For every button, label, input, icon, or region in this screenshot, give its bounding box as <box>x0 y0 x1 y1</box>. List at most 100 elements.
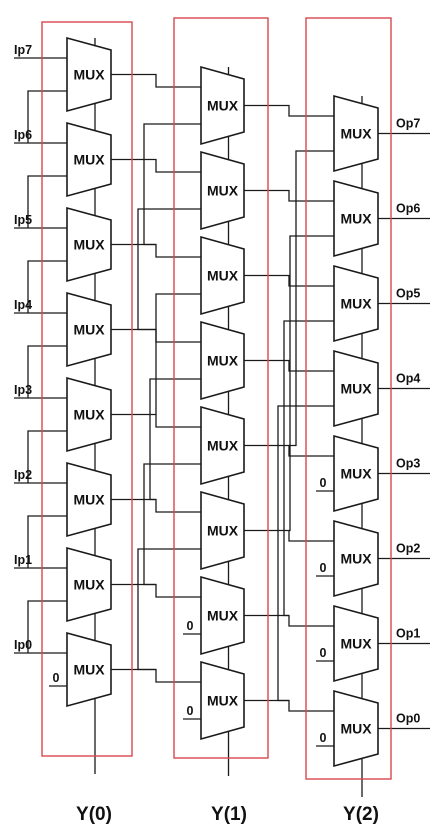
zero-label-s1-1: 0 <box>187 619 194 633</box>
mux-s1-0 <box>200 660 245 741</box>
mux-s1-3 <box>200 405 245 486</box>
label-layer: 0 0 0 0 0 0 0 MUX MUX MUX MUX MUX MUX MUX MUX MUX MUX MUX… <box>14 43 420 825</box>
mux-s2-7 <box>333 94 379 173</box>
link-s1-s2-direct-5 <box>244 274 334 287</box>
link-s0-s1-direct-6 <box>111 158 201 173</box>
link-s1-s2-direct-2 <box>244 529 334 542</box>
zero-label-s2-2: 0 <box>320 561 327 575</box>
mux-label-s2-0: MUX <box>340 721 372 737</box>
mux-label-s2-6: MUX <box>340 211 372 227</box>
input-label-2: Ip2 <box>14 468 32 482</box>
zero-label-s1-0: 0 <box>187 704 194 718</box>
mux-label-s2-7: MUX <box>340 126 372 142</box>
mux-label-s0-6: MUX <box>73 152 105 168</box>
mux-label-s1-4: MUX <box>207 353 239 369</box>
zero-label-s2-1: 0 <box>320 646 327 660</box>
mux-s0-7 <box>66 36 112 113</box>
link-s0-s1-direct-7 <box>111 73 201 88</box>
mux-s0-1 <box>66 546 112 623</box>
mux-label-s1-5: MUX <box>207 268 239 284</box>
mux-s2-6 <box>333 179 379 258</box>
link-s1-s2-direct-4 <box>244 359 334 372</box>
output-label-4: Op4 <box>396 372 420 386</box>
select-label-2: Y(2) <box>343 804 379 825</box>
link-s0-s1-direct-5 <box>111 243 201 258</box>
mux-s1-1 <box>200 575 245 656</box>
input-label-6: Ip6 <box>14 128 32 142</box>
mux-s1-5 <box>200 235 245 316</box>
zero-label-s2-3: 0 <box>320 476 327 490</box>
shift-wire-s0-2 <box>27 515 67 568</box>
mux-layer <box>66 36 379 768</box>
mux-s2-0 <box>333 689 379 768</box>
stage-box-layer <box>41 17 392 780</box>
shift-wire-s0-6 <box>27 175 67 228</box>
mux-label-s0-2: MUX <box>73 492 105 508</box>
link-s0-s1-shift-3 <box>155 293 201 415</box>
mux-s1-4 <box>200 320 245 401</box>
stage-2-box <box>305 17 392 780</box>
input-label-4: Ip4 <box>14 298 32 312</box>
output-label-2: Op2 <box>396 542 420 556</box>
zero-label-s2-0: 0 <box>320 731 327 745</box>
link-s1-s2-direct-3 <box>244 444 334 457</box>
mux-s2-1 <box>333 604 379 683</box>
select-label-1: Y(1) <box>211 804 247 825</box>
mux-s0-6 <box>66 121 112 198</box>
link-s0-s1-direct-2 <box>111 498 201 513</box>
input-label-5: Ip5 <box>14 213 32 227</box>
mux-label-s2-1: MUX <box>340 636 372 652</box>
select-label-0: Y(0) <box>76 804 112 825</box>
mux-label-s1-6: MUX <box>207 183 239 199</box>
zero-label-s0-0: 0 <box>53 671 60 685</box>
link-s0-s1-shift-0 <box>137 548 201 671</box>
mux-s2-5 <box>333 264 379 343</box>
output-label-3: Op3 <box>396 457 420 471</box>
link-s0-s1-shift-5 <box>143 123 201 246</box>
mux-label-s0-5: MUX <box>73 237 105 253</box>
link-s0-s1-shift-1 <box>143 463 201 586</box>
input-label-1: Ip1 <box>14 553 32 567</box>
mux-label-s2-5: MUX <box>340 296 372 312</box>
input-label-7: Ip7 <box>14 43 32 57</box>
link-s1-s2-direct-6 <box>244 189 334 202</box>
mux-s0-3 <box>66 376 112 453</box>
link-s1-s2-shift-3 <box>289 150 334 447</box>
input-label-3: Ip3 <box>14 383 32 397</box>
output-label-5: Op5 <box>396 287 420 301</box>
shift-wire-s0-3 <box>27 430 67 483</box>
link-s0-s1-shift-4 <box>137 208 201 331</box>
link-s0-s1-direct-3 <box>111 413 201 428</box>
mux-label-s0-7: MUX <box>73 67 105 83</box>
link-s1-s2-direct-7 <box>244 104 334 117</box>
link-s0-s1-shift-2 <box>149 378 201 501</box>
mux-s2-2 <box>333 519 379 598</box>
input-label-0: Ip0 <box>14 638 32 652</box>
mux-label-s0-4: MUX <box>73 322 105 338</box>
mux-s0-4 <box>66 291 112 368</box>
mux-s0-0 <box>66 631 112 708</box>
stage-0-box <box>41 21 133 757</box>
mux-s1-2 <box>200 490 245 571</box>
output-label-6: Op6 <box>396 202 420 216</box>
mux-label-s2-4: MUX <box>340 381 372 397</box>
link-s1-s2-direct-1 <box>244 614 334 627</box>
shift-wire-s0-5 <box>27 260 67 313</box>
link-s0-s1-direct-1 <box>111 583 201 598</box>
output-label-0: Op0 <box>396 712 420 726</box>
mux-label-s2-3: MUX <box>340 466 372 482</box>
link-s1-s2-direct-0 <box>244 699 334 712</box>
mux-label-s1-2: MUX <box>207 523 239 539</box>
mux-label-s2-2: MUX <box>340 551 372 567</box>
stage-1-box <box>173 17 269 759</box>
output-label-7: Op7 <box>396 117 420 131</box>
mux-label-s1-3: MUX <box>207 438 239 454</box>
mux-s0-2 <box>66 461 112 538</box>
mux-s2-3 <box>333 434 379 513</box>
mux-label-s1-0: MUX <box>207 693 239 709</box>
link-s1-s2-shift-2 <box>289 235 334 532</box>
mux-s1-7 <box>200 65 245 146</box>
mux-label-s0-0: MUX <box>73 662 105 678</box>
link-s1-s2-shift-1 <box>283 320 334 617</box>
